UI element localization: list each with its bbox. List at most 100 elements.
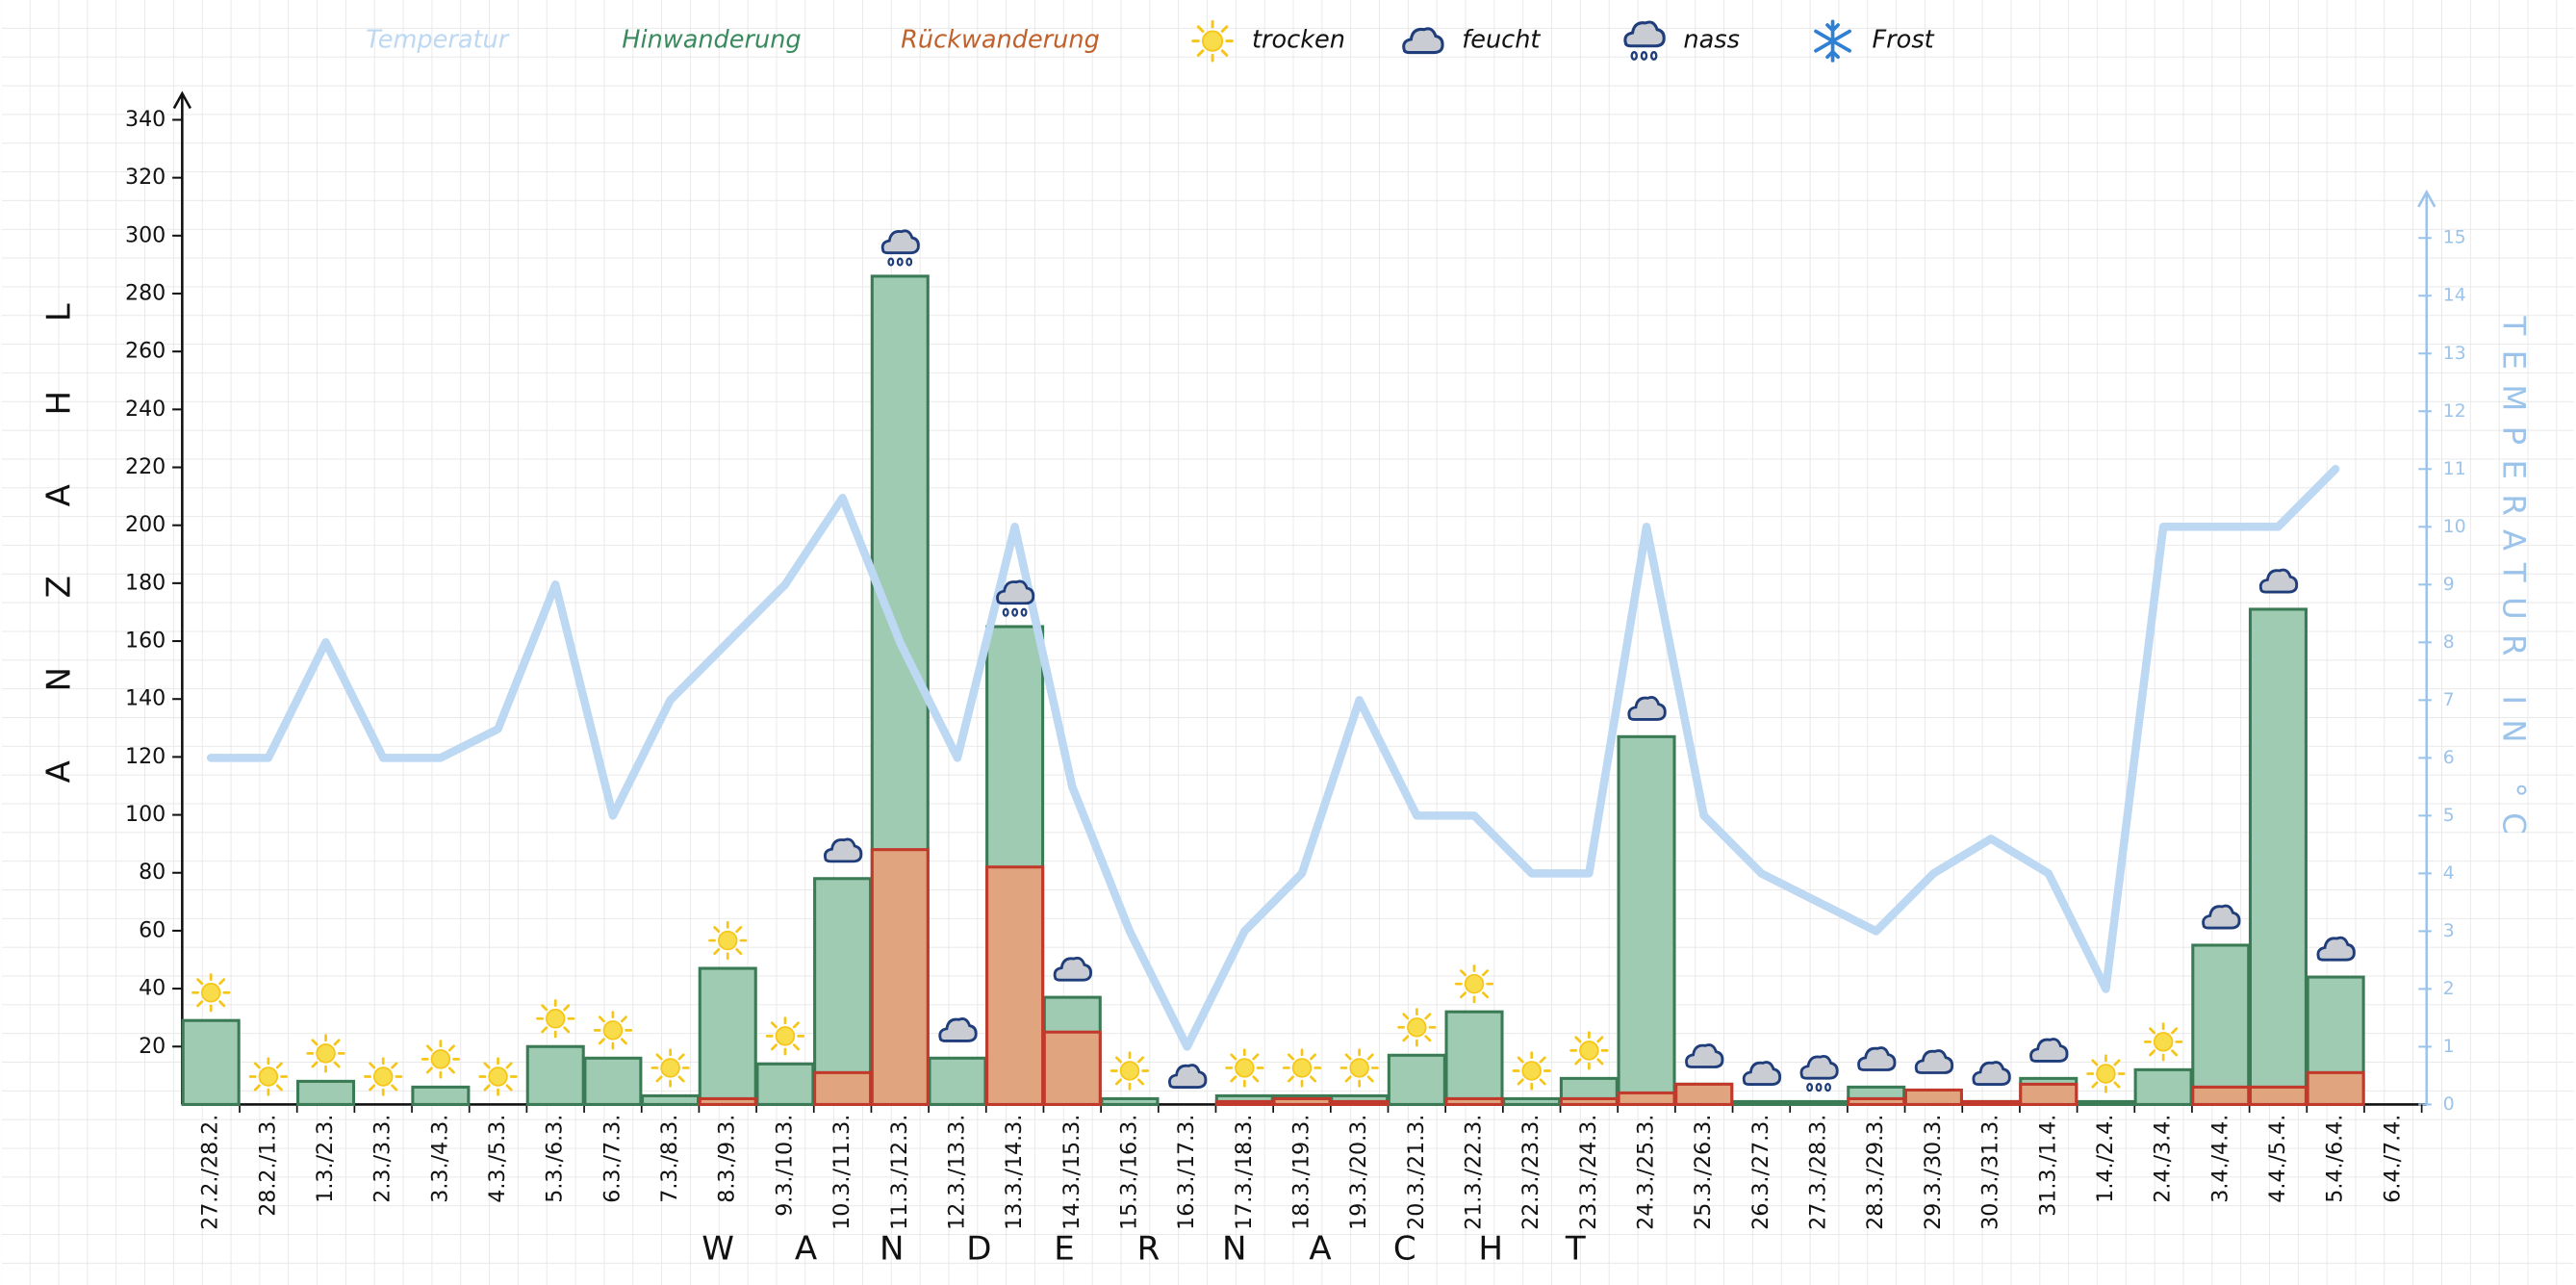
x-tick-label: 3.3./4.3.	[427, 1115, 452, 1203]
x-tick-label: 20.3./21.3.	[1404, 1115, 1429, 1230]
bar	[698, 1096, 757, 1106]
x-tick-label: 3.4./4.4.	[2207, 1115, 2232, 1203]
bar	[1847, 1096, 1906, 1106]
x-tick-label: 12.3./13.3.	[944, 1115, 969, 1230]
bar	[525, 1044, 585, 1106]
x-tick-label: 25.3./26.3.	[1691, 1115, 1716, 1230]
y2-tick-label: 1	[2443, 1037, 2455, 1057]
weather-icon	[2143, 1022, 2183, 1062]
x-tick-label: 13.3./14.3.	[1002, 1115, 1027, 1230]
weather-icon	[478, 1057, 518, 1096]
weather-icon	[363, 1057, 403, 1096]
x-tick-label: 7.3./8.3.	[657, 1115, 682, 1203]
bar	[813, 1070, 873, 1106]
x-tick-label: 27.3./28.3.	[1806, 1115, 1831, 1230]
x-tick-label: 31.3./1.4.	[2035, 1115, 2060, 1217]
bar	[813, 877, 873, 1106]
bar	[1214, 1099, 1274, 1106]
y-tick-label: 160	[125, 629, 166, 654]
bar	[181, 1018, 241, 1106]
x-tick-label: 9.3./10.3.	[772, 1115, 797, 1217]
x-tick-label: 26.3./27.3.	[1748, 1115, 1773, 1230]
x-tick-label: 2.3./3.3.	[370, 1115, 395, 1203]
bar	[755, 1062, 815, 1106]
x-tick-label: 10.3./11.3.	[829, 1115, 854, 1230]
x-tick-label: 6.4./7.4.	[2380, 1115, 2405, 1203]
weather-icon	[1397, 1008, 1437, 1047]
bar	[1731, 1099, 1791, 1106]
bar	[698, 966, 757, 1106]
x-tick-label: 2.4./3.4.	[2151, 1115, 2176, 1203]
bar	[2019, 1082, 2079, 1106]
bar	[641, 1093, 701, 1106]
bar	[2248, 607, 2308, 1106]
weather-icon	[650, 1048, 690, 1088]
bar	[2076, 1099, 2135, 1106]
x-tick-label: 5.4./6.4.	[2323, 1115, 2348, 1203]
bar	[411, 1085, 471, 1106]
bar	[1559, 1096, 1619, 1106]
y2-tick-label: 3	[2443, 921, 2455, 941]
weather-icon	[191, 972, 231, 1013]
x-tick-label: 16.3./17.3.	[1174, 1115, 1199, 1230]
y-tick-label: 120	[125, 744, 166, 769]
bar	[928, 1056, 987, 1106]
y-axis-arrow	[172, 90, 191, 110]
y-tick-label: 220	[125, 454, 166, 479]
y-axis-title: ANZAHL	[40, 235, 79, 784]
x-tick-label: 24.3./25.3.	[1634, 1115, 1659, 1230]
y-tick-label: 60	[139, 917, 166, 942]
legend-label: Frost	[1872, 26, 1934, 55]
y2-tick-label: 11	[2443, 459, 2466, 479]
y2-tick-label: 10	[2443, 517, 2466, 537]
y-tick-label: 200	[125, 512, 166, 537]
x-tick-label: 8.3./9.3.	[715, 1115, 740, 1203]
legend-label: Hinwanderung	[622, 26, 801, 55]
bar	[1387, 1053, 1446, 1106]
bar	[1100, 1096, 1160, 1106]
weather-icon	[2086, 1054, 2126, 1093]
legend-label: Rückwanderung	[901, 26, 1100, 55]
y2-tick-label: 14	[2443, 286, 2466, 306]
weather-icon	[708, 920, 748, 961]
bar	[1674, 1082, 1734, 1106]
bar	[1444, 1096, 1504, 1106]
y-tick-label: 80	[139, 860, 166, 885]
x-tick-label: 4.3./5.3.	[485, 1115, 510, 1203]
legend-label: trocken	[1252, 26, 1345, 55]
y-tick-label: 340	[125, 107, 166, 132]
y2-tick-label: 9	[2443, 575, 2455, 595]
bar	[2191, 943, 2251, 1106]
y2-tick-label: 15	[2443, 228, 2466, 248]
y2-tick-label: 0	[2443, 1094, 2455, 1115]
y2-tick-label: 8	[2443, 632, 2455, 653]
y-tick-label: 280	[125, 280, 166, 305]
bar	[2306, 1070, 2365, 1106]
bar	[1617, 734, 1676, 1106]
y-tick-label: 320	[125, 165, 166, 190]
weather-icon	[535, 999, 575, 1039]
y2-tick-label: 7	[2443, 690, 2455, 710]
weather-icon	[765, 1016, 805, 1056]
y-tick-label: 180	[125, 570, 166, 595]
bar	[296, 1079, 356, 1106]
y-tick-label: 40	[139, 976, 166, 1001]
x-tick-label: 21.3./22.3.	[1462, 1115, 1487, 1230]
y-tick-label: 240	[125, 397, 166, 422]
weather-icon	[593, 1011, 633, 1050]
y2-tick-label: 2	[2443, 979, 2455, 999]
x-tick-label: 28.2./1.3.	[255, 1115, 280, 1217]
y2-tick-label: 12	[2443, 401, 2466, 422]
y-tick-label: 140	[125, 686, 166, 711]
x-tick-label: 29.3./30.3.	[1921, 1115, 1946, 1230]
y2-tick-label: 5	[2443, 806, 2455, 826]
x-tick-label: 27.2./28.2.	[198, 1115, 223, 1230]
bar	[2133, 1067, 2193, 1106]
bar	[985, 865, 1045, 1106]
x-tick-label: 1.3./2.3.	[313, 1115, 338, 1203]
y2-tick-label: 13	[2443, 344, 2466, 364]
legend-label: feucht	[1462, 26, 1541, 55]
x-tick-label: 5.3./6.3.	[543, 1115, 568, 1203]
